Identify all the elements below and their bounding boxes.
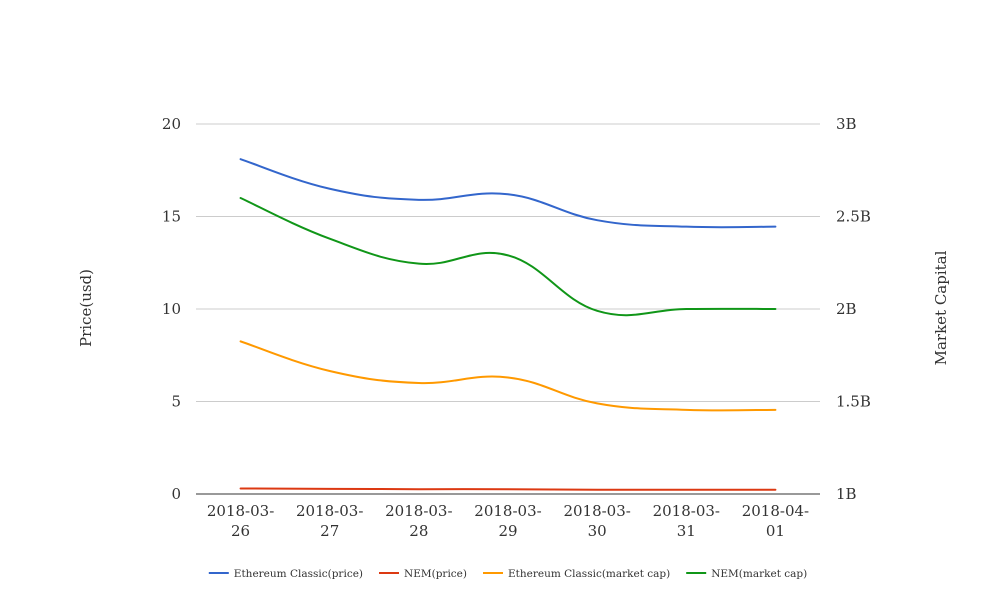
series-line-ethereum-classic-market-cap: [239, 340, 777, 412]
legend-label: Ethereum Classic(market cap): [508, 568, 670, 580]
left-tick-label: 0: [171, 485, 181, 503]
legend-item-ethereum-classic-price[interactable]: Ethereum Classic(price): [208, 568, 363, 580]
right-tick-label: 1.5B: [836, 393, 871, 411]
right-tick-label: 2B: [836, 300, 857, 318]
series-line-nem-price: [239, 487, 777, 491]
legend-label: NEM(price): [404, 568, 467, 580]
right-tick-label: 3B: [836, 115, 857, 133]
right-axis-title: Market Capital: [932, 250, 950, 365]
x-tick-label: 2018-04-01: [742, 502, 809, 540]
left-axis-ticks: 0 5 10 15 20: [162, 115, 181, 503]
series-line-ethereum-classic-price: [239, 158, 777, 229]
legend[interactable]: Ethereum Classic(price) NEM(price) Ethereu…: [208, 568, 807, 580]
x-tick-label: 2018-03-28: [385, 502, 452, 540]
x-axis-ticks: 2018-03-26 2018-03-27 2018-03-28 2018-03-29…: [207, 502, 809, 540]
left-tick-label: 20: [162, 115, 181, 133]
x-tick-label: 2018-03-29: [474, 502, 541, 540]
legend-item-nem-price[interactable]: NEM(price): [379, 568, 467, 580]
left-tick-label: 5: [171, 393, 181, 411]
series-line-nem-market-cap: [239, 197, 777, 317]
left-tick-label: 10: [162, 300, 181, 318]
x-tick-label: 2018-03-30: [563, 502, 630, 540]
right-tick-label: 2.5B: [836, 208, 871, 226]
series-lines: [239, 158, 777, 491]
legend-label: NEM(market cap): [711, 568, 807, 580]
left-tick-label: 15: [162, 208, 181, 226]
right-tick-label: 1B: [836, 485, 857, 503]
legend-item-nem-market-cap[interactable]: NEM(market cap): [686, 568, 807, 580]
legend-item-ethereum-classic-market-cap[interactable]: Ethereum Classic(market cap): [483, 568, 670, 580]
x-tick-label: 2018-03-27: [296, 502, 363, 540]
left-axis-title: Price(usd): [77, 269, 95, 347]
x-tick-label: 2018-03-31: [653, 502, 720, 540]
x-tick-label: 2018-03-26: [207, 502, 274, 540]
right-axis-ticks: 1B 1.5B 2B 2.5B 3B: [836, 115, 871, 503]
legend-label: Ethereum Classic(price): [234, 568, 363, 580]
